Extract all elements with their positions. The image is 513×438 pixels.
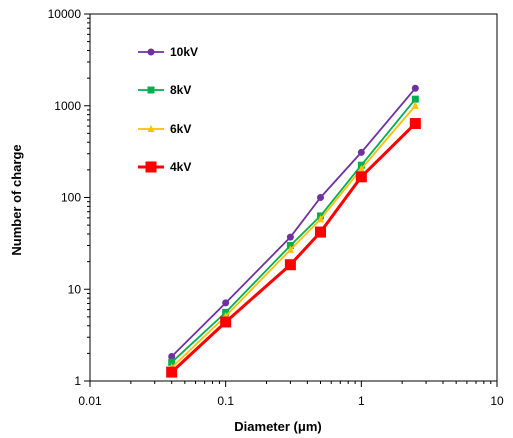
legend-item-10kV: 10kV [138, 45, 198, 59]
series-line [171, 105, 416, 369]
y-axis-title: Number of charge [9, 144, 24, 255]
series-layer [166, 84, 421, 378]
legend-item-6kV: 6kV [138, 122, 191, 136]
legend-label: 6kV [170, 122, 191, 136]
series-4kV [166, 118, 421, 378]
data-point [286, 245, 294, 253]
legend-marker [147, 124, 155, 133]
data-point [314, 226, 326, 238]
legend-item-4kV: 4kV [138, 160, 191, 174]
data-point [166, 366, 178, 378]
data-point [411, 84, 419, 92]
x-tick-label: 10 [490, 394, 504, 408]
legend-marker [147, 48, 155, 56]
legend-label: 8kV [170, 83, 191, 97]
data-point [168, 358, 176, 366]
legend-item-8kV: 8kV [138, 83, 191, 97]
x-tick-label: 0.01 [78, 394, 102, 408]
data-point [220, 316, 232, 328]
y-tick-label: 100 [61, 191, 81, 205]
legend-marker [147, 86, 155, 94]
series-line [171, 87, 416, 358]
data-point [284, 259, 296, 271]
y-tick-label: 1000 [54, 99, 81, 113]
x-tick-label: 0.1 [217, 394, 234, 408]
x-tick-label: 1 [358, 394, 365, 408]
series-10kV [168, 84, 419, 360]
x-axis-title: Diameter (μm) [234, 419, 321, 434]
legend-marker [145, 161, 157, 173]
series-8kV [168, 95, 419, 366]
data-point [357, 148, 365, 156]
y-tick-label: 10 [68, 282, 82, 296]
plot-frame [89, 13, 498, 382]
legend-label: 4kV [170, 160, 191, 174]
data-point [411, 101, 419, 109]
data-point [316, 194, 324, 201]
data-point [286, 233, 294, 241]
data-point [409, 118, 421, 130]
series-line [170, 122, 417, 374]
series-line [171, 98, 416, 363]
data-point [357, 164, 365, 173]
axes: 1 10 100 1000 10000 0.01 0.1 1 10 [48, 7, 504, 408]
legend-label: 10kV [170, 45, 198, 59]
y-tick-label: 10000 [48, 7, 82, 21]
data-point [316, 215, 324, 223]
legend: 10kV 8kV 6kV 4kV [138, 45, 198, 174]
data-point [286, 241, 294, 249]
y-tick-label: 1 [74, 374, 81, 388]
data-point [168, 352, 176, 360]
data-point [411, 95, 419, 103]
data-point [355, 171, 367, 183]
data-point [222, 299, 230, 307]
